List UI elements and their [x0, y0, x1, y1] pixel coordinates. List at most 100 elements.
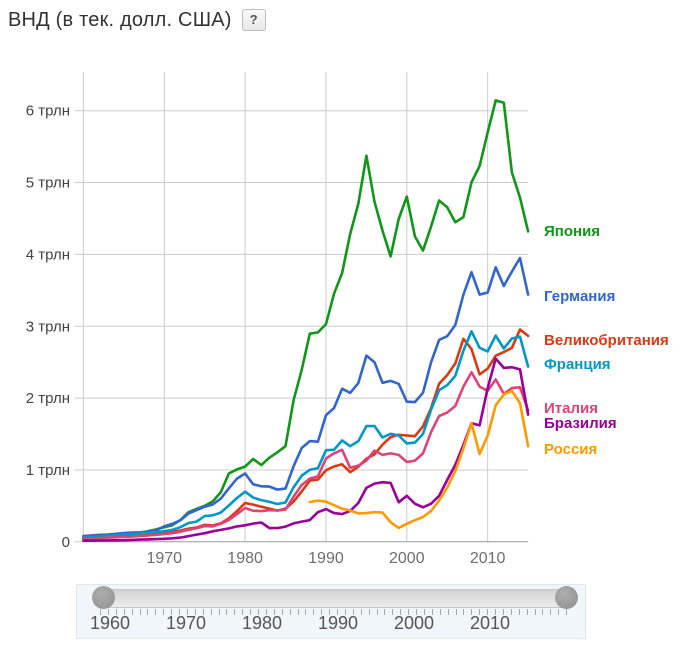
- slider-tick: [487, 609, 489, 615]
- slider-tick: [463, 609, 465, 615]
- slider-tick: [495, 609, 496, 615]
- slider-tick: [423, 609, 425, 615]
- slider-tick: [376, 609, 378, 615]
- slider-tick: [258, 609, 259, 615]
- slider-year-label: 1990: [317, 613, 359, 633]
- slider-year-label: 2010: [469, 613, 511, 633]
- slider-tick: [194, 609, 196, 615]
- slider-left-handle[interactable]: [92, 586, 115, 609]
- slider-tick: [408, 609, 410, 615]
- series-line-italy: [82, 370, 530, 541]
- x-axis-label: 1980: [227, 550, 263, 567]
- page-title: ВНД (в тек. долл. США): [8, 8, 232, 31]
- line-chart: 0 1 трлн 2 трлн 3 трлн 4 трлн 5 трлн 6 трлн 197…: [26, 72, 669, 567]
- chart-series-lines: [82, 99, 530, 542]
- slider-year-label: 1970: [165, 613, 207, 633]
- slider-tick: [455, 609, 457, 615]
- slider-tick: [534, 609, 536, 615]
- slider-tick: [289, 609, 291, 615]
- slider-tick: [447, 609, 449, 615]
- slider-tick: [242, 609, 244, 615]
- slider-tick: [202, 609, 204, 615]
- x-axis-label: 2000: [389, 550, 425, 567]
- slider-tick: [431, 609, 433, 615]
- slider-year-label: 1980: [241, 613, 283, 633]
- slider-tick: [123, 609, 125, 615]
- slider-tick: [107, 609, 109, 615]
- slider-tick: [297, 609, 299, 615]
- legend-label-italy: Италия: [544, 400, 598, 417]
- slider-tick: [163, 609, 165, 615]
- slider-tick: [392, 609, 394, 615]
- slider-tick: [384, 609, 386, 615]
- slider-tick: [265, 609, 267, 615]
- slider-tick: [155, 609, 157, 615]
- x-axis-label: 2010: [470, 550, 506, 567]
- y-axis-label: 2 трлн: [26, 390, 70, 407]
- chart-gridlines: [74, 72, 529, 543]
- slider-tick: [344, 609, 346, 615]
- slider-tick: [439, 609, 441, 615]
- slider-tick: [131, 609, 133, 615]
- slider-tick: [218, 609, 220, 615]
- slider-tick: [273, 609, 275, 615]
- legend-label-brazil: Бразилия: [544, 415, 617, 432]
- slider-right-handle[interactable]: [555, 586, 578, 609]
- slider-tick: [510, 609, 512, 615]
- slider-tick: [139, 609, 141, 615]
- slider-tick: [360, 609, 362, 615]
- slider-tick: [250, 609, 252, 615]
- legend-label-uk: Великобритания: [544, 332, 669, 349]
- slider-tick: [400, 609, 402, 615]
- series-line-germany: [82, 256, 530, 538]
- slider-tick: [542, 609, 544, 615]
- slider-tick: [526, 609, 528, 615]
- slider-tick: [226, 609, 228, 615]
- slider-tick: [210, 609, 212, 615]
- slider-tick: [186, 609, 188, 615]
- series-line-france: [82, 330, 530, 539]
- slider-tick: [550, 609, 552, 615]
- slider-tick: [566, 609, 568, 615]
- slider-tick: [147, 609, 149, 615]
- legend-label-germany: Германия: [544, 288, 615, 305]
- y-axis-label: 6 трлн: [26, 103, 70, 120]
- x-axis-label: 1990: [308, 550, 344, 567]
- legend-label-france: Франция: [544, 356, 611, 373]
- slider-tick: [368, 609, 370, 615]
- slider-tick: [305, 609, 307, 615]
- y-axis-label: 0: [62, 534, 70, 551]
- y-axis-label: 1 трлн: [26, 462, 70, 479]
- slider-year-label: 1960: [89, 613, 131, 633]
- slider-tick: [179, 609, 180, 615]
- legend-label-japan: Япония: [544, 223, 600, 240]
- slider-tick: [321, 609, 323, 615]
- y-axis-label: 4 трлн: [26, 246, 70, 263]
- y-axis-label: 5 трлн: [26, 175, 70, 192]
- slider-tick: [416, 609, 417, 615]
- slider-tick: [329, 609, 331, 615]
- series-line-brazil: [82, 357, 530, 542]
- slider-tick: [281, 609, 283, 615]
- slider-tick: [171, 609, 173, 615]
- y-axis-label: 3 трлн: [26, 318, 70, 335]
- x-axis-label: 1970: [146, 550, 182, 567]
- slider-tick: [471, 609, 473, 615]
- slider-track[interactable]: [98, 589, 574, 608]
- slider-tick: [558, 609, 560, 615]
- legend-label-russia: Россия: [544, 441, 597, 458]
- chart-axis-labels: 0 1 трлн 2 трлн 3 трлн 4 трлн 5 трлн 6 трлн 197…: [26, 103, 506, 567]
- slider-tick: [352, 609, 354, 615]
- slider-tick: [313, 609, 315, 615]
- slider-tick: [115, 609, 117, 615]
- help-button[interactable]: ?: [241, 9, 266, 31]
- slider-tick: [518, 609, 520, 615]
- slider-tick: [100, 609, 101, 615]
- slider-tick: [479, 609, 481, 615]
- time-slider: 1960 1970 1980 1990 2000 2010: [0, 583, 700, 646]
- slider-tick: [234, 609, 236, 615]
- series-line-russia: [308, 389, 530, 530]
- slider-tick: [337, 609, 338, 615]
- chart-legend: Япония Германия Великобритания Франция Итали…: [544, 223, 669, 458]
